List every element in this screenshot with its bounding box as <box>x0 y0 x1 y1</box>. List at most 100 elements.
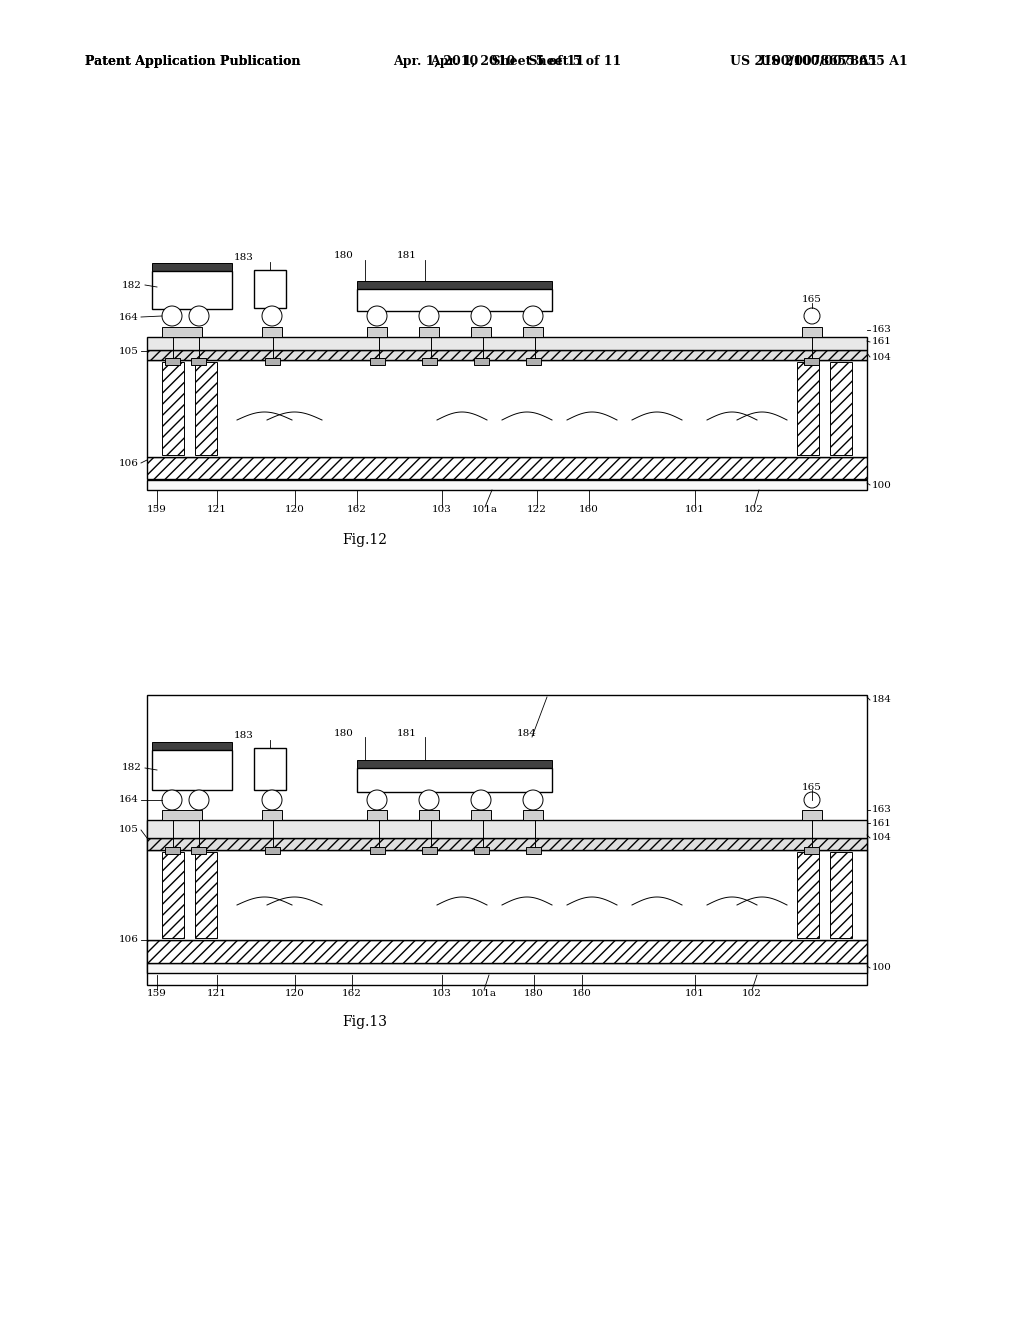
Text: 180: 180 <box>334 729 354 738</box>
Text: 181: 181 <box>397 729 417 738</box>
Bar <box>147 360 867 457</box>
Circle shape <box>523 306 543 326</box>
Text: 160: 160 <box>579 506 599 515</box>
Bar <box>147 457 867 479</box>
Text: 103: 103 <box>432 989 452 998</box>
Text: 182: 182 <box>122 763 142 772</box>
Bar <box>422 847 437 854</box>
Bar <box>162 851 184 939</box>
Circle shape <box>471 306 490 326</box>
Text: 161: 161 <box>872 818 892 828</box>
Bar <box>797 362 819 455</box>
Text: 100: 100 <box>872 480 892 490</box>
Bar <box>262 327 282 337</box>
Text: 183: 183 <box>234 731 254 741</box>
Bar <box>471 810 490 820</box>
Text: Apr. 1, 2010   Sheet 5 of 11: Apr. 1, 2010 Sheet 5 of 11 <box>430 55 622 69</box>
Bar <box>830 362 852 455</box>
Text: 184: 184 <box>872 696 892 705</box>
Bar <box>147 696 867 985</box>
Bar <box>191 358 206 366</box>
Text: 104: 104 <box>872 833 892 842</box>
Bar <box>802 327 822 337</box>
Text: 100: 100 <box>872 964 892 973</box>
Bar <box>162 327 202 337</box>
Text: 163: 163 <box>872 805 892 814</box>
Bar <box>357 289 552 312</box>
Bar <box>162 810 202 820</box>
Circle shape <box>419 306 439 326</box>
Bar <box>370 358 385 366</box>
Bar <box>830 851 852 939</box>
Text: 184: 184 <box>517 729 537 738</box>
Text: 101a: 101a <box>472 506 498 515</box>
Bar <box>254 271 286 308</box>
Text: 159: 159 <box>147 989 167 998</box>
Bar <box>152 271 232 309</box>
Text: Patent Application Publication: Patent Application Publication <box>85 55 300 69</box>
Bar <box>357 281 552 289</box>
Text: 104: 104 <box>872 352 892 362</box>
Bar <box>195 362 217 455</box>
Text: 182: 182 <box>122 281 142 289</box>
Text: 102: 102 <box>742 989 762 998</box>
Circle shape <box>367 789 387 810</box>
Text: Fig.12: Fig.12 <box>342 533 387 546</box>
Circle shape <box>189 306 209 326</box>
Circle shape <box>471 789 490 810</box>
Bar <box>367 327 387 337</box>
Text: 164: 164 <box>119 313 139 322</box>
Bar <box>419 327 439 337</box>
Bar <box>152 750 232 789</box>
Bar <box>191 847 206 854</box>
Text: 103: 103 <box>432 506 452 515</box>
Circle shape <box>804 308 820 323</box>
Bar <box>797 851 819 939</box>
Bar <box>474 358 489 366</box>
Bar <box>523 327 543 337</box>
Circle shape <box>262 789 282 810</box>
Text: US 2100/0078655 A1: US 2100/0078655 A1 <box>760 55 907 69</box>
Bar <box>165 358 180 366</box>
Bar <box>804 847 819 854</box>
Bar <box>147 850 867 940</box>
Circle shape <box>523 789 543 810</box>
Text: 161: 161 <box>872 338 892 346</box>
Bar <box>195 851 217 939</box>
Bar <box>147 337 867 350</box>
Text: 101a: 101a <box>471 989 497 998</box>
Circle shape <box>162 306 182 326</box>
Bar <box>262 810 282 820</box>
Bar <box>147 350 867 360</box>
Bar <box>802 810 822 820</box>
Text: 121: 121 <box>207 989 227 998</box>
Text: 101: 101 <box>685 989 705 998</box>
Text: 120: 120 <box>285 506 305 515</box>
Circle shape <box>419 789 439 810</box>
Bar <box>526 358 541 366</box>
Text: 165: 165 <box>802 783 822 792</box>
Bar <box>804 358 819 366</box>
Bar <box>254 748 286 789</box>
Text: 180: 180 <box>524 989 544 998</box>
Text: Apr. 1, 2010   Sheet 5 of 11: Apr. 1, 2010 Sheet 5 of 11 <box>393 55 585 69</box>
Bar <box>147 480 867 490</box>
Bar <box>152 263 232 271</box>
Bar <box>147 838 867 850</box>
Bar <box>526 847 541 854</box>
Text: 122: 122 <box>527 506 547 515</box>
Bar <box>367 810 387 820</box>
Text: Fig.13: Fig.13 <box>342 1015 387 1030</box>
Bar <box>162 362 184 455</box>
Bar <box>471 327 490 337</box>
Bar <box>474 847 489 854</box>
Text: 162: 162 <box>342 989 361 998</box>
Text: 105: 105 <box>119 346 139 355</box>
Text: 165: 165 <box>802 296 822 305</box>
Bar <box>165 847 180 854</box>
Text: 162: 162 <box>347 506 367 515</box>
Circle shape <box>804 792 820 808</box>
Circle shape <box>262 306 282 326</box>
Text: 163: 163 <box>872 326 892 334</box>
Bar <box>523 810 543 820</box>
